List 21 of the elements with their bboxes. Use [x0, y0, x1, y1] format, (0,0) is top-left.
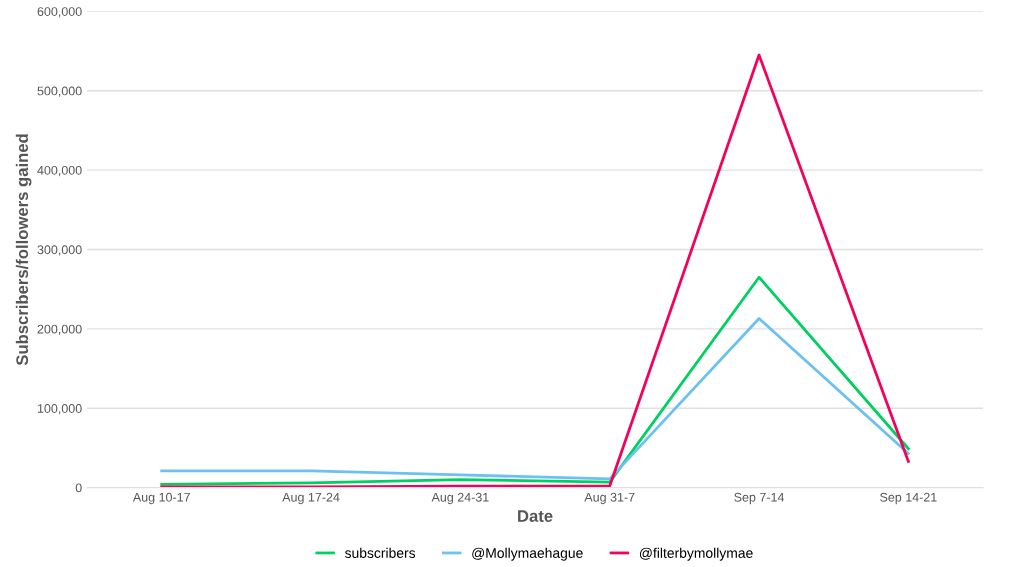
y-tick-label: 500,000	[37, 86, 82, 97]
line-series	[160, 275, 910, 486]
x-tick-label: Aug 31-7	[584, 492, 635, 505]
legend-label: @filterbymollymae	[639, 547, 753, 561]
line-series	[160, 317, 910, 481]
y-tick-label: 400,000	[37, 165, 82, 177]
x-tick-label: Aug 24-31	[431, 492, 489, 505]
y-tick-label: 600,000	[37, 7, 82, 18]
y-tick-label: 100,000	[37, 404, 82, 415]
x-tick-label: Aug 10-17	[132, 492, 190, 505]
x-tick-label: Aug 17-24	[282, 492, 340, 505]
y-tick-label: 300,000	[37, 245, 82, 256]
x-tick-label: Sep 14-21	[880, 492, 937, 505]
y-tick-label: 200,000	[37, 324, 82, 335]
legend-label: @Mollymaehague	[472, 547, 583, 561]
x-axis-title: Date	[518, 510, 553, 522]
y-axis-title: Subscribers/followers gained	[15, 134, 32, 366]
legend-label: subscribers	[344, 547, 416, 558]
x-tick-label: Sep 7-14	[734, 492, 785, 505]
line-series	[160, 53, 910, 488]
y-tick-label: 0	[75, 483, 82, 493]
